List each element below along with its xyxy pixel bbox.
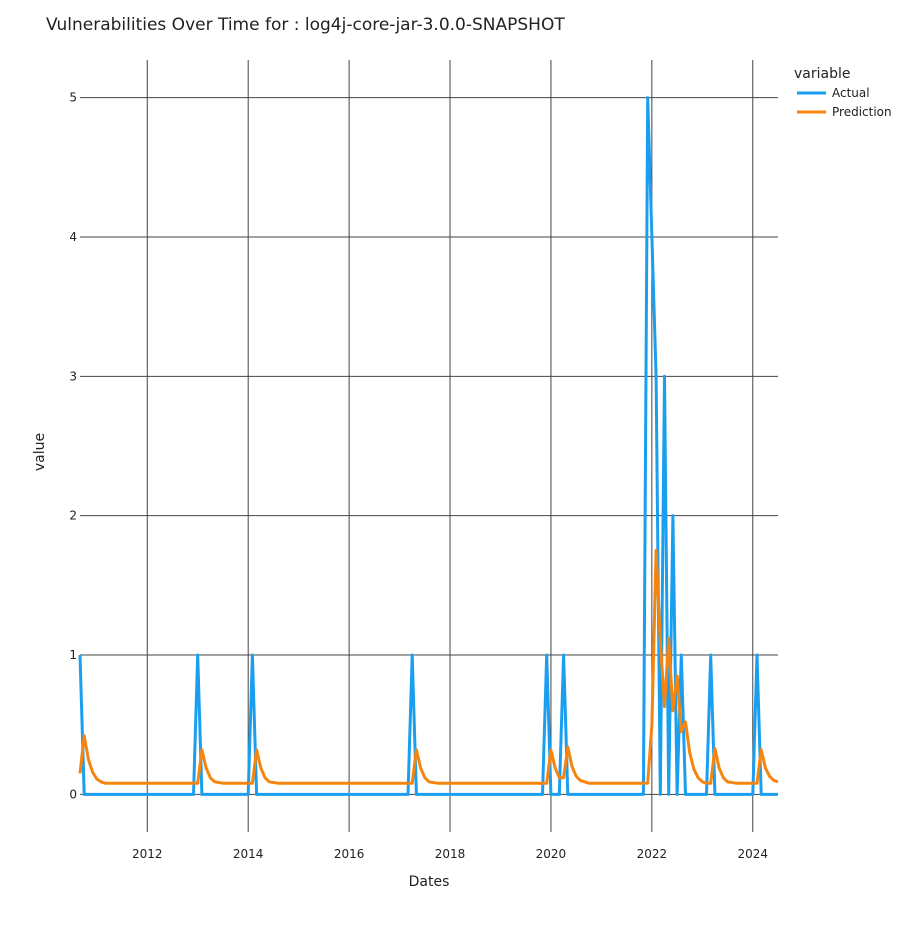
y-tick-label: 3 [69, 369, 77, 383]
legend: variable Actual Prediction [794, 66, 892, 119]
y-tick-label: 4 [69, 230, 77, 244]
x-axis-label: Dates [409, 874, 450, 890]
x-tick-label: 2020 [536, 847, 567, 861]
series-line-actual [78, 96, 778, 796]
y-tick-label: 5 [69, 91, 77, 105]
chart-title: Vulnerabilities Over Time for : log4j-co… [46, 15, 565, 35]
x-tick-label: 2016 [334, 847, 365, 861]
y-axis-ticks: 0 1 2 3 4 5 [69, 91, 77, 802]
series-line-prediction [78, 549, 779, 785]
legend-item-prediction: Prediction [832, 105, 892, 119]
x-tick-label: 2022 [637, 847, 668, 861]
y-tick-label: 2 [69, 509, 77, 523]
series-layer [78, 96, 779, 796]
x-tick-label: 2024 [737, 847, 768, 861]
x-tick-label: 2012 [132, 847, 163, 861]
y-tick-label: 0 [69, 787, 77, 801]
x-tick-label: 2014 [233, 847, 264, 861]
x-axis-ticks: 2012 2014 2016 2018 2020 2022 2024 [132, 847, 768, 861]
y-tick-label: 1 [69, 648, 77, 662]
x-tick-label: 2018 [435, 847, 466, 861]
y-axis-label: value [32, 433, 48, 471]
legend-title: variable [794, 66, 850, 82]
legend-item-actual: Actual [832, 86, 870, 100]
